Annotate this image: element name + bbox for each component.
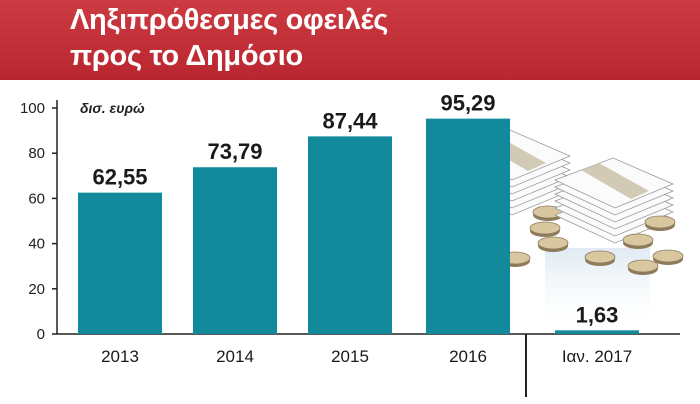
value-label: 95,29 bbox=[440, 91, 495, 116]
y-tick-label: 80 bbox=[28, 145, 45, 162]
money-stack-icon bbox=[553, 157, 675, 244]
value-labels: 62,55 2013 73,79 2014 87,44 2015 95,29 2016 1,63… bbox=[92, 91, 632, 366]
coin-icon bbox=[644, 215, 676, 229]
unit-label: δισ. ευρώ bbox=[80, 100, 145, 116]
bar bbox=[308, 136, 392, 334]
bar bbox=[193, 167, 277, 334]
value-label: 62,55 bbox=[92, 165, 147, 190]
bar bbox=[426, 118, 510, 335]
y-tick-label: 20 bbox=[28, 281, 45, 298]
chart-title-line-2: προς το Δημόσιο bbox=[70, 40, 303, 72]
y-tick-label: 0 bbox=[37, 326, 45, 343]
y-tick-label: 100 bbox=[20, 100, 45, 117]
coin-icon bbox=[584, 250, 616, 264]
coin-icon bbox=[537, 236, 569, 250]
y-tick-label: 40 bbox=[28, 236, 45, 253]
value-label: 73,79 bbox=[207, 139, 262, 164]
x-tick-label: 2013 bbox=[101, 347, 139, 366]
value-label: 87,44 bbox=[322, 108, 378, 133]
value-label: 1,63 bbox=[576, 302, 619, 327]
x-tick-label: 2016 bbox=[449, 347, 487, 366]
x-tick-label: Ιαν. 2017 bbox=[562, 347, 632, 366]
x-tick-label: 2015 bbox=[331, 347, 369, 366]
chart-title-line-1: Ληξιπρόθεσμες οφειλές bbox=[70, 4, 389, 36]
bar-chart: 0 20 40 60 80 100 62,55 2013 73,79 2014 87,44 2015… bbox=[20, 91, 684, 397]
bar bbox=[78, 192, 162, 334]
coin-icon bbox=[622, 233, 654, 247]
title-banner: Ληξιπρόθεσμες οφειλές προς το Δημόσιο bbox=[0, 0, 700, 80]
x-tick-label: 2014 bbox=[216, 347, 254, 366]
y-tick-label: 60 bbox=[28, 190, 45, 207]
bars bbox=[78, 118, 639, 335]
bar bbox=[555, 330, 639, 334]
paper-band bbox=[581, 163, 649, 199]
coin-icon bbox=[627, 259, 659, 273]
coin-icon bbox=[529, 221, 561, 235]
coin-icon bbox=[652, 249, 684, 263]
